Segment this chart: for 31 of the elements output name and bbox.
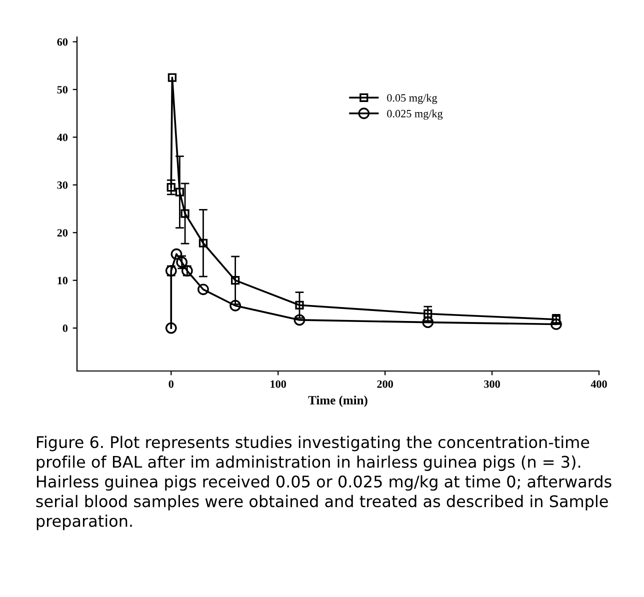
legend-label: 0.025 mg/kg [387,110,443,120]
y-tick-label: 0 [62,324,68,332]
point [294,314,306,326]
point [230,300,242,312]
point [165,322,177,334]
x-tick-label: 100 [270,380,286,388]
point [424,309,432,318]
point [180,209,190,218]
point [198,238,208,248]
x-tick-label: 200 [377,380,393,388]
x-tick-label: 400 [590,380,607,388]
point [422,316,434,328]
y-tick-label: 40 [57,134,68,142]
y-tick-label: 50 [57,86,68,94]
point [175,188,184,196]
point [231,276,240,285]
point [295,300,304,310]
legend-label: 0.05 mg/kg [387,94,438,104]
x-tick-label: 0 [168,380,174,388]
y-tick-label: 30 [57,181,68,189]
caption: Figure 6. Plot represents studies investigating the concentration-time profile of BAL after im administration in hairless guinea pigs (n = 3). Hairless guinea pigs received 0.05 or 0.025 mg/kg at time 0; afterwards serial blood samples were obtained and treated as described in Sample preparation. [36,436,612,530]
point [170,248,182,260]
y-tick-label: 20 [57,229,68,237]
x-axis-title: Time (min) [308,396,368,407]
y-tick-label: 10 [58,276,68,284]
point [168,73,177,82]
point [198,284,209,296]
point [550,318,562,330]
x-tick-label: 300 [484,380,500,388]
y-tick-label: 60 [57,38,68,46]
point [166,182,176,192]
